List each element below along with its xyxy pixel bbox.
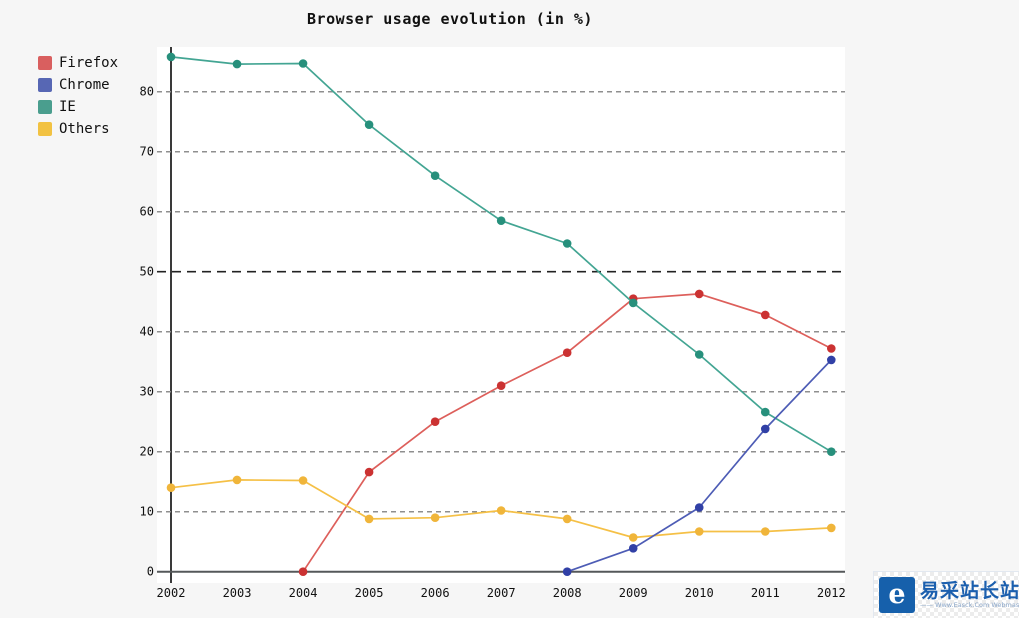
x-tick-label: 2012: [817, 586, 846, 600]
data-point-ie: [694, 350, 704, 359]
chart-title: Browser usage evolution (in %): [307, 10, 593, 28]
data-point-chrome: [694, 503, 704, 512]
y-tick-label: 20: [140, 445, 154, 459]
legend-item-others: Others: [38, 122, 118, 136]
data-point-ie: [628, 298, 638, 308]
data-point-others: [694, 527, 704, 536]
x-tick-label: 2005: [355, 586, 384, 600]
legend: Firefox Chrome IE Others: [38, 56, 118, 136]
data-point-chrome: [760, 424, 770, 434]
data-point-ie: [496, 216, 506, 225]
legend-item-firefox: Firefox: [38, 56, 118, 70]
data-point-firefox: [760, 310, 770, 320]
watermark-tagline: —— Www.Easck.Com Webmaster: [920, 601, 1019, 609]
x-tick-label: 2003: [223, 586, 252, 600]
x-tick-label: 2006: [421, 586, 450, 600]
data-point-ie: [364, 120, 374, 129]
data-point-ie: [827, 447, 836, 457]
data-point-others: [298, 476, 308, 485]
data-point-firefox: [298, 567, 308, 576]
legend-swatch-icon: [38, 78, 52, 92]
y-tick-label: 50: [140, 265, 154, 279]
data-point-others: [232, 475, 242, 485]
data-point-others: [628, 533, 638, 542]
data-point-firefox: [827, 344, 836, 353]
x-tick-label: 2002: [157, 586, 186, 600]
legend-label: IE: [59, 99, 76, 115]
data-point-firefox: [364, 467, 374, 477]
data-point-others: [430, 513, 440, 522]
data-point-others: [562, 514, 572, 524]
data-point-others: [760, 527, 770, 536]
watermark-site-name: 易采站长站: [920, 580, 1019, 602]
easck-logo-icon: e: [879, 577, 915, 613]
watermark-badge: e 易采站长站 —— Www.Easck.Com Webmaster: [873, 571, 1019, 618]
plot-background: [157, 47, 845, 583]
x-tick-label: 2004: [289, 586, 318, 600]
data-point-firefox: [694, 289, 704, 299]
watermark-text: 易采站长站 —— Www.Easck.Com Webmaster: [920, 581, 1019, 609]
data-point-ie: [166, 52, 176, 62]
data-point-ie: [298, 59, 308, 68]
x-tick-label: 2009: [619, 586, 648, 600]
data-point-others: [496, 506, 506, 515]
data-point-firefox: [496, 381, 506, 391]
y-tick-label: 60: [140, 205, 154, 219]
y-tick-label: 30: [140, 385, 154, 399]
data-point-chrome: [827, 355, 836, 365]
legend-item-ie: IE: [38, 100, 118, 114]
data-point-chrome: [562, 567, 572, 576]
y-tick-label: 40: [140, 325, 154, 339]
data-point-chrome: [628, 544, 638, 553]
data-point-others: [827, 523, 836, 533]
data-point-firefox: [430, 417, 440, 427]
data-point-ie: [430, 171, 440, 180]
x-tick-label: 2010: [685, 586, 714, 600]
legend-label: Others: [59, 121, 110, 137]
data-point-others: [364, 514, 374, 524]
x-tick-label: 2008: [553, 586, 582, 600]
legend-swatch-icon: [38, 122, 52, 136]
y-tick-label: 0: [147, 565, 154, 579]
x-tick-label: 2011: [751, 586, 780, 600]
data-point-firefox: [562, 348, 572, 358]
legend-swatch-icon: [38, 56, 52, 70]
data-point-ie: [562, 239, 572, 248]
x-tick-label: 2007: [487, 586, 516, 600]
legend-swatch-icon: [38, 100, 52, 114]
data-point-others: [166, 483, 176, 493]
legend-label: Firefox: [59, 55, 119, 71]
data-point-ie: [232, 59, 242, 69]
easck-logo-letter: e: [888, 578, 906, 610]
y-tick-label: 10: [140, 505, 154, 519]
y-tick-label: 70: [140, 145, 154, 159]
y-tick-label: 80: [140, 85, 154, 99]
legend-item-chrome: Chrome: [38, 78, 118, 92]
data-point-ie: [760, 407, 770, 417]
legend-label: Chrome: [59, 77, 110, 93]
